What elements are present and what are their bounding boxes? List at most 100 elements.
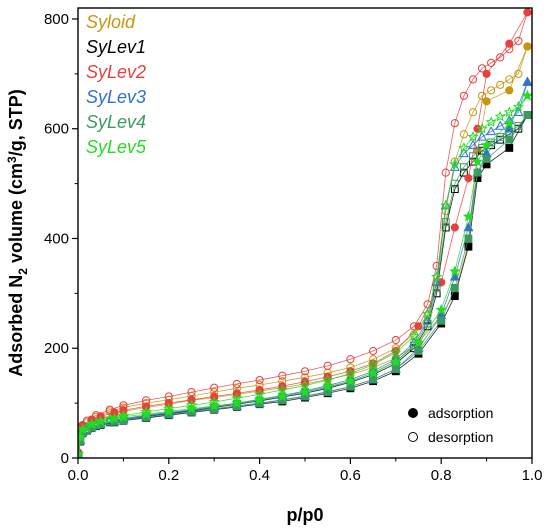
desorption-point [505, 127, 514, 136]
adsorption-point [78, 431, 86, 442]
x-tick-label: 0.2 [158, 467, 179, 484]
adsorption-point [185, 402, 198, 414]
desorption-point [432, 261, 441, 271]
desorption-point [469, 152, 477, 161]
desorption-point [496, 53, 505, 62]
desorption-point [458, 147, 469, 158]
adsorption-point [482, 69, 491, 78]
desorption-point [423, 319, 432, 328]
desorption-point [90, 417, 102, 429]
desorption-point [505, 45, 514, 54]
desorption-point [421, 308, 434, 319]
adsorption-point [450, 223, 459, 232]
adsorption-point [505, 144, 514, 152]
desorption-point [505, 75, 514, 84]
desorption-point [514, 69, 523, 78]
adsorption-point [464, 234, 473, 243]
desorption-point [431, 270, 443, 282]
adsorption-point [473, 168, 482, 177]
desorption-point [163, 402, 175, 414]
desorption-point [467, 139, 479, 149]
adsorption-point [480, 139, 493, 150]
desorption-point [441, 218, 450, 226]
series-sylev5 [78, 89, 532, 458]
desorption-point [440, 199, 452, 211]
marker-key: adsorption desorption [408, 405, 493, 445]
adsorption-point [505, 39, 514, 48]
desorption-point [81, 421, 93, 433]
x-tick-label: 0.6 [340, 467, 361, 484]
axes-layer: 0.0 0.2 0.4 0.6 0.8 1.0 0 200 400 600 800 p/p0 Adsor… [5, 7, 543, 525]
x-tick-label: 0.4 [249, 467, 270, 484]
x-tick-label: 1.0 [522, 467, 543, 484]
desorption-point [369, 346, 378, 356]
desorption-point [255, 375, 264, 385]
desorption-point [450, 179, 459, 188]
desorption-point [140, 405, 152, 417]
adsorption-point [412, 336, 425, 348]
desorption-point [477, 131, 488, 141]
desorption-point [346, 355, 355, 364]
y-tick-label: 800 [44, 11, 69, 28]
desorption-point [432, 289, 441, 298]
desorption-point [523, 8, 532, 17]
desorption-point [503, 106, 515, 118]
desorption-point [367, 358, 379, 370]
adsorption-point [437, 316, 446, 325]
desorption-point [521, 89, 532, 101]
desorption-point [390, 346, 402, 358]
legend: Syloid SyLev1 SyLev2 SyLev3 SyLev4 SyLev5 [86, 12, 147, 157]
adsorption-point [505, 135, 514, 144]
legend-entry-syloid: Syloid [86, 12, 136, 32]
desorption-point [432, 283, 441, 292]
y-tick-label: 600 [44, 121, 69, 138]
desorption-key-marker [408, 432, 418, 442]
desorption-point [344, 367, 357, 379]
adsorption-key-marker [408, 408, 418, 418]
desorption-point [391, 335, 400, 345]
x-tick-label: 0.0 [68, 467, 89, 484]
adsorption-point [231, 397, 243, 408]
y-tick-label: 200 [44, 340, 69, 357]
desorption-point [450, 119, 459, 128]
adsorption-point [299, 386, 311, 397]
desorption-point [323, 361, 332, 370]
legend-entry-sylev1: SyLev1 [86, 37, 146, 57]
desorption-point [514, 122, 523, 130]
adsorption-point [391, 365, 400, 373]
desorption-point [408, 330, 420, 341]
desorption-point [459, 91, 468, 100]
legend-entry-sylev4: SyLev4 [86, 112, 146, 132]
desorption-point [450, 185, 459, 193]
y-tick-label: 400 [44, 230, 69, 247]
adsorption-point [471, 155, 484, 167]
desorption-point [487, 58, 496, 67]
desorption-point [467, 131, 479, 142]
x-axis-title: p/p0 [286, 505, 323, 525]
desorption-point [449, 158, 461, 170]
desorption-point [496, 133, 505, 141]
desorption-point [512, 100, 524, 112]
adsorption-point [464, 242, 473, 251]
desorption-point [440, 200, 451, 210]
desorption-point [494, 110, 506, 122]
adsorption-point [253, 393, 266, 405]
adsorption-point [322, 380, 334, 392]
desorption-point [231, 392, 243, 403]
desorption-point [300, 367, 310, 376]
desorption-point [119, 401, 128, 410]
desorption-point [468, 75, 478, 84]
desorption-point [522, 76, 532, 86]
series-line-desorption [86, 12, 528, 422]
legend-entry-sylev3: SyLev3 [86, 87, 146, 107]
desorption-point [278, 371, 287, 380]
desorption-point [514, 36, 523, 46]
adsorption-point [449, 265, 461, 277]
adsorption-point [450, 283, 459, 292]
adsorption-point [464, 174, 473, 183]
desorption-point [513, 106, 524, 116]
desorption-point [496, 80, 505, 89]
adsorption-point [503, 117, 515, 129]
desorption-point [232, 379, 241, 389]
adsorption-point [435, 303, 447, 315]
